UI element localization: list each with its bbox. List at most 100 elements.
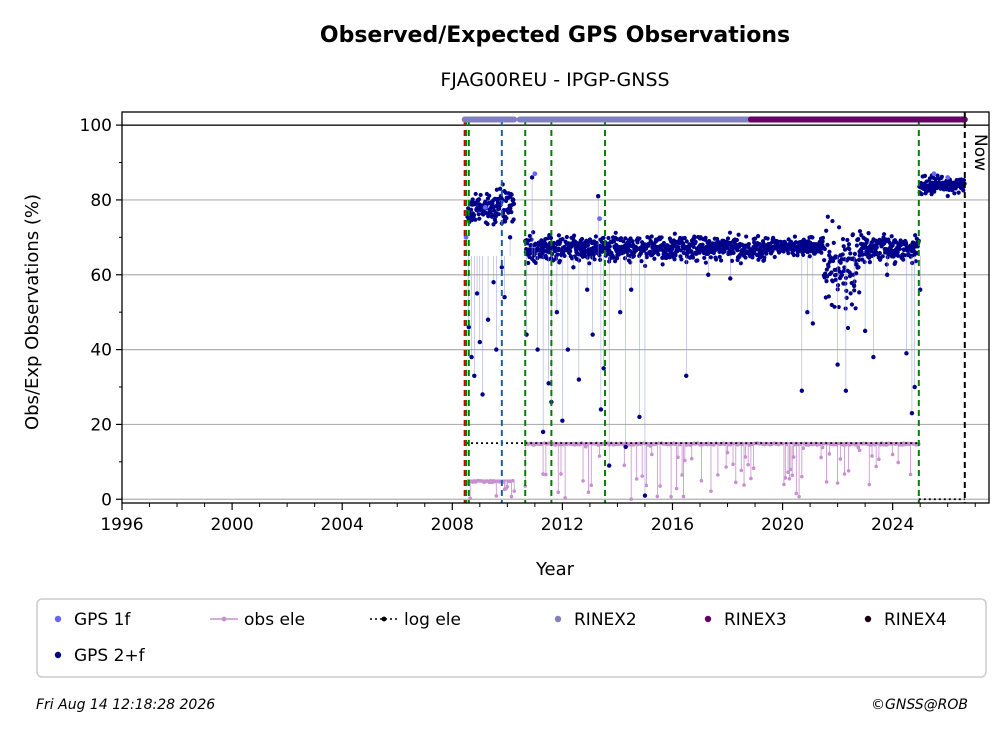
gps2f-outlier xyxy=(469,354,474,360)
obs-ele-point xyxy=(837,441,841,446)
gps2f-point xyxy=(831,240,836,245)
gps2f-outlier xyxy=(684,373,689,378)
gps2f-point xyxy=(607,244,612,249)
gps2f-point xyxy=(860,252,865,257)
obs-ele-point xyxy=(835,481,840,485)
gps2f-outlier xyxy=(576,377,582,382)
gps2f-point xyxy=(611,255,616,260)
gps2f-point xyxy=(692,235,697,240)
obs-ele-point xyxy=(650,452,654,457)
gps2f-point xyxy=(838,260,843,265)
gps2f-point xyxy=(772,254,777,260)
gps2f-point xyxy=(824,279,829,284)
gps2f-outlier xyxy=(623,444,628,450)
gps2f-point xyxy=(656,252,661,257)
gps2f-point xyxy=(929,192,934,197)
gps2f-point xyxy=(727,230,733,235)
obs-ele-point xyxy=(494,494,499,498)
gps2f-point xyxy=(637,236,642,241)
gps2f-point xyxy=(572,233,577,238)
obs-ele-point xyxy=(725,450,730,455)
gps2f-point xyxy=(579,236,585,242)
gps2f-outlier xyxy=(871,354,876,360)
gps2f-point xyxy=(585,255,590,260)
obs-ele-point xyxy=(786,470,790,475)
obs-ele-point xyxy=(655,494,660,499)
gps2f-point xyxy=(884,262,889,267)
x-tick-label: 1996 xyxy=(100,515,143,535)
gps2f-point xyxy=(762,255,767,260)
gps2f-point xyxy=(508,206,513,211)
obs-ele-point xyxy=(877,457,881,462)
obs-ele-point xyxy=(644,483,649,488)
obs-ele-point xyxy=(581,479,585,483)
obs-ele-point xyxy=(563,496,567,500)
gps2f-outlier xyxy=(494,347,499,352)
gps2f-point xyxy=(498,186,503,191)
obs-ele-point xyxy=(468,496,472,501)
gps2f-point xyxy=(852,279,857,284)
gps2f-point xyxy=(614,256,620,261)
gps2f-point xyxy=(725,236,731,241)
obs-ele-point xyxy=(634,477,639,481)
gps2f-point xyxy=(822,246,827,252)
gps2f-point xyxy=(945,193,950,199)
x-tick-label: 2008 xyxy=(431,515,474,535)
obs-ele-point xyxy=(597,454,602,458)
obs-ele-point xyxy=(586,490,591,495)
gps2f-outlier xyxy=(805,309,810,315)
gps2f-point xyxy=(511,217,516,222)
gps2f-outlier xyxy=(843,388,849,393)
gps2f-point xyxy=(846,242,852,247)
gps2f-outlier xyxy=(571,265,576,270)
gps2f-point xyxy=(557,258,563,263)
gps2f-outlier xyxy=(565,347,571,352)
obs-ele-point xyxy=(742,483,746,487)
gps2f-point xyxy=(897,246,902,251)
gps2f-point xyxy=(743,255,748,260)
gps2f-point xyxy=(679,257,684,262)
gps2f-point xyxy=(836,225,842,230)
gps2f-point xyxy=(932,189,937,194)
gps2f-point xyxy=(592,257,597,262)
gps2f-point xyxy=(834,272,839,277)
gps2f-point xyxy=(825,242,830,248)
gps2f-point xyxy=(511,201,517,207)
gps2f-point xyxy=(865,238,870,243)
gps2f-point xyxy=(531,230,536,235)
obs-ele-point xyxy=(493,479,497,484)
gps2f-outlier xyxy=(472,373,477,378)
gps1f-series xyxy=(463,171,951,240)
gps2f-point xyxy=(473,191,478,197)
obs-ele-point xyxy=(782,482,786,487)
gps2f-point xyxy=(529,237,534,242)
legend-box xyxy=(36,598,987,678)
y-tick-label: 100 xyxy=(80,116,112,136)
gps2f-outlier xyxy=(466,324,471,330)
gps2f-outlier xyxy=(909,411,915,416)
gps2f-point xyxy=(840,252,845,257)
gps2f-point xyxy=(927,176,933,181)
gps2f-point xyxy=(961,178,967,183)
gps2f-point xyxy=(825,274,830,279)
gps2f-point xyxy=(700,242,705,247)
gps2f-outlier xyxy=(485,317,491,322)
gps2f-outlier xyxy=(590,332,595,337)
obs-ele-point xyxy=(541,472,545,476)
gps2f-point xyxy=(673,253,678,258)
obs-ele-point xyxy=(842,472,847,476)
gps2f-point xyxy=(854,262,859,267)
gps2f-point xyxy=(689,249,694,254)
gps2f-point xyxy=(820,235,826,241)
gps2f-outlier xyxy=(810,321,816,326)
legend-label: obs ele xyxy=(244,610,305,630)
obs-ele-point xyxy=(709,489,713,493)
gps1f-point xyxy=(463,234,469,240)
gps2f-point xyxy=(867,260,872,265)
obs-ele-point xyxy=(511,478,515,483)
obs-ele-point xyxy=(870,454,874,458)
gps2f-point xyxy=(526,260,531,266)
obs-ele-point xyxy=(733,480,738,485)
gps2f-point xyxy=(597,243,602,248)
obs-ele-point xyxy=(544,472,548,477)
